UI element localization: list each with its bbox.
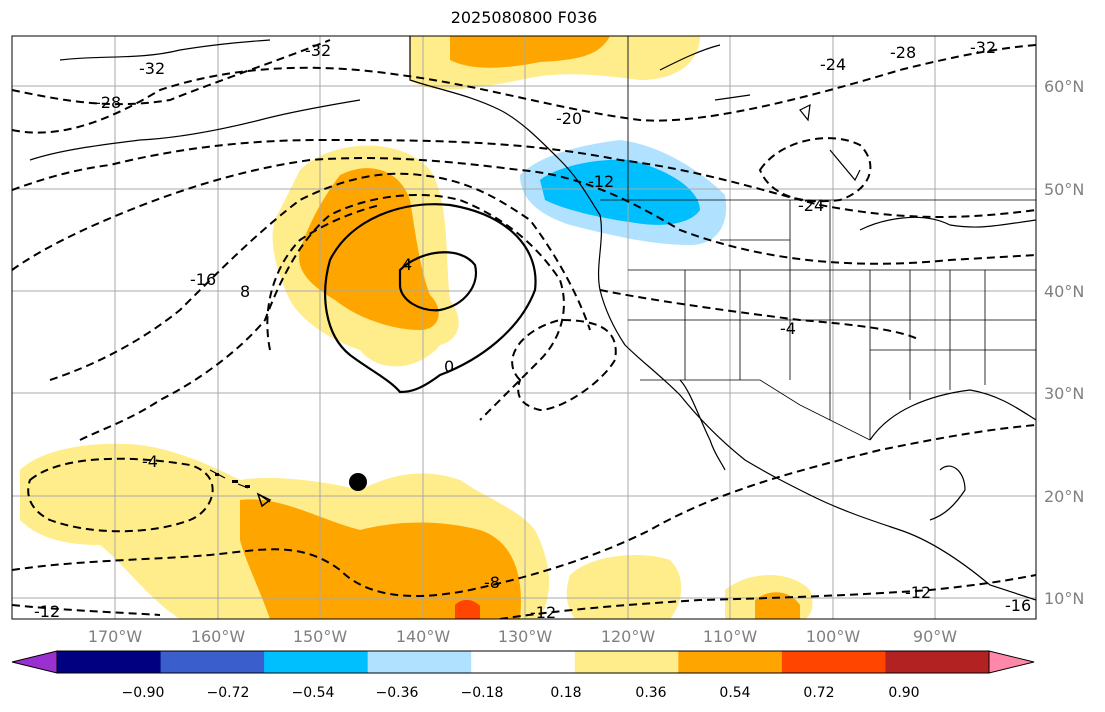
contour-label: -32 [305, 41, 331, 60]
contour-label: -16 [1005, 596, 1031, 615]
colorbar-outline [56, 650, 990, 674]
colorbar-segment [678, 651, 783, 673]
colorbar-tick-label: −0.18 [461, 685, 504, 701]
lat-tick-label: 20°N [1044, 487, 1084, 506]
contour-label: -28 [95, 93, 121, 112]
positive-anomaly-tropics [20, 443, 813, 619]
lon-tick-label: 120°W [601, 627, 656, 646]
contour-label: 4 [402, 255, 412, 274]
contour-label: -8 [484, 573, 500, 592]
plot-title: 2025080800 F036 [450, 8, 598, 27]
contour-label: -12 [530, 603, 556, 622]
coastlines [29, 36, 1036, 601]
colorbar-segment [471, 651, 576, 673]
colorbar-segment [264, 651, 369, 673]
colorbar-extend-high [988, 650, 1035, 674]
positive-anomaly-pacific [272, 145, 459, 367]
contour-label: -4 [780, 319, 796, 338]
colorbar-tick-label: −0.90 [122, 685, 165, 701]
contour-label: -4 [142, 452, 158, 471]
contour-label: -12 [905, 583, 931, 602]
contour-label: -32 [970, 38, 996, 57]
lat-tick-label: 50°N [1044, 180, 1084, 199]
contour-label: -24 [820, 55, 846, 74]
lon-tick-label: 150°W [293, 627, 348, 646]
colorbar-tick-label: 0.18 [550, 685, 581, 701]
lon-tick-label: 130°W [498, 627, 553, 646]
contour-label: 8 [240, 282, 250, 301]
colorbar-tick-labels: −0.90 −0.72 −0.54 −0.36 −0.18 0.18 0.36 … [122, 685, 920, 701]
contour-label: -12 [588, 172, 614, 191]
contour-label: 0 [444, 357, 454, 376]
colorbar [11, 650, 1035, 674]
lon-tick-label: 140°W [396, 627, 451, 646]
contour-label: -20 [556, 109, 582, 128]
lat-tick-label: 30°N [1044, 384, 1084, 403]
lat-tick-label: 10°N [1044, 589, 1084, 608]
contour-lines [12, 39, 1036, 619]
colorbar-segment [160, 651, 265, 673]
hawaii-islands [215, 473, 272, 508]
colorbar-tick-label: 0.90 [888, 685, 919, 701]
map-body [12, 36, 1036, 619]
colorbar-tick-label: −0.36 [376, 685, 419, 701]
colorbar-tick-label: −0.72 [207, 685, 250, 701]
contour-label: -28 [890, 43, 916, 62]
lon-tick-label: 90°W [913, 627, 957, 646]
lat-tick-label: 40°N [1044, 282, 1084, 301]
longitude-labels: 170°W 160°W 150°W 140°W 130°W 120°W 110°… [88, 627, 957, 646]
negative-anomaly-pnw [520, 140, 727, 245]
lon-tick-label: 100°W [806, 627, 861, 646]
contour-label: -12 [34, 602, 60, 621]
colorbar-tick-label: 0.36 [635, 685, 666, 701]
latitude-labels: 60°N 50°N 40°N 30°N 20°N 10°N [1044, 77, 1084, 608]
colorbar-segment [574, 651, 679, 673]
contour-label: -32 [139, 59, 165, 78]
contour-label-group: -32 -32 -28 -28 -24 -32 -20 -12 -24 -16 … [34, 38, 1031, 622]
colorbar-tick-label: 0.72 [803, 685, 834, 701]
colorbar-segment [367, 651, 472, 673]
lon-tick-label: 110°W [703, 627, 758, 646]
country-state-borders [600, 36, 1036, 441]
colorbar-segment [781, 651, 886, 673]
graticule [12, 36, 1036, 619]
map-frame [11, 35, 1037, 620]
colorbar-extend-low [11, 650, 58, 674]
colorbar-tick-label: −0.54 [292, 685, 335, 701]
lon-tick-label: 160°W [191, 627, 246, 646]
contour-label: -24 [798, 196, 824, 215]
colorbar-segment [57, 651, 162, 673]
colorbar-tick-label: 0.54 [719, 685, 750, 701]
colorbar-segment [885, 651, 990, 673]
lat-tick-label: 60°N [1044, 77, 1084, 96]
contour-label: -16 [190, 270, 216, 289]
lon-tick-label: 170°W [88, 627, 143, 646]
location-marker-dot [349, 473, 367, 491]
